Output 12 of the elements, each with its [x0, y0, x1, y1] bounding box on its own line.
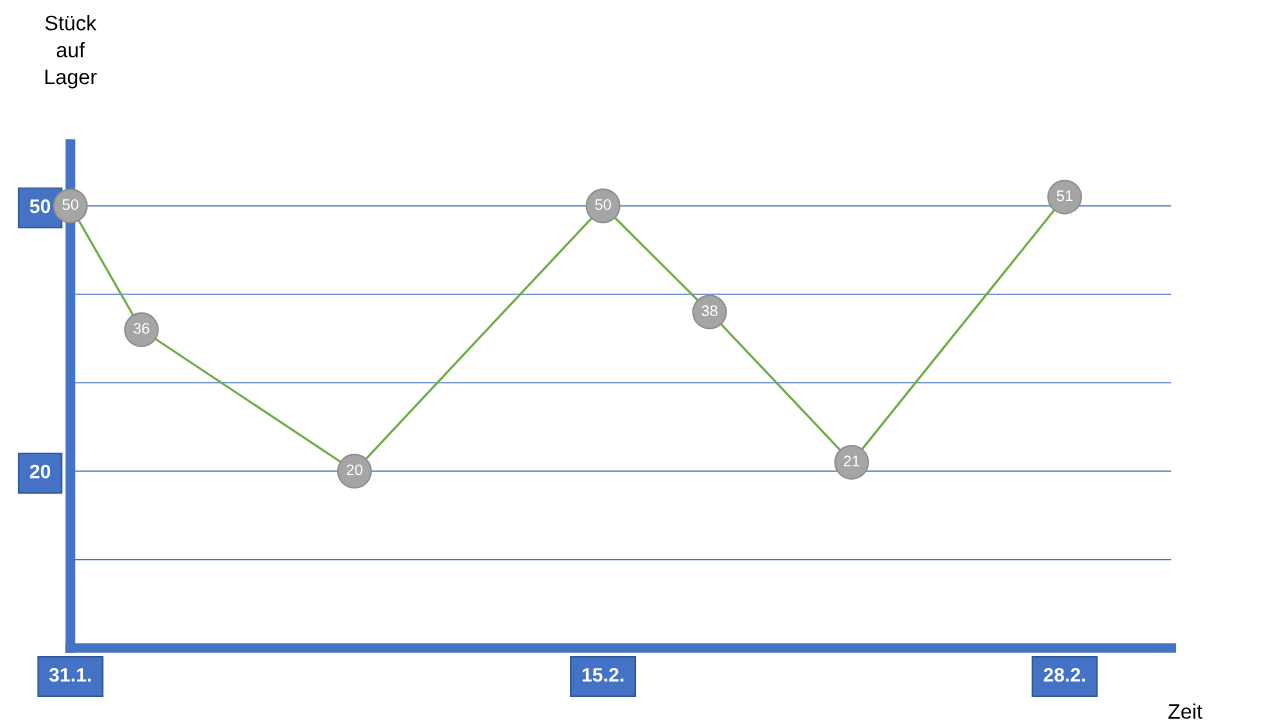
- data-label: 36: [133, 322, 150, 334]
- data-label: 21: [843, 455, 860, 467]
- x-axis-title: Zeit: [1168, 703, 1203, 719]
- x-tick-label: 28.2.: [1043, 667, 1085, 682]
- data-label: 50: [595, 199, 611, 210]
- data-label: 51: [1056, 190, 1073, 202]
- x-tick-label: 31.1.: [49, 667, 91, 682]
- y-axis-title: Stück auf Lager: [45, 15, 97, 89]
- data-label: 38: [701, 305, 718, 317]
- x-tick-label: 15.2.: [582, 667, 624, 682]
- data-label: 20: [346, 464, 363, 476]
- data-label: 50: [62, 199, 79, 210]
